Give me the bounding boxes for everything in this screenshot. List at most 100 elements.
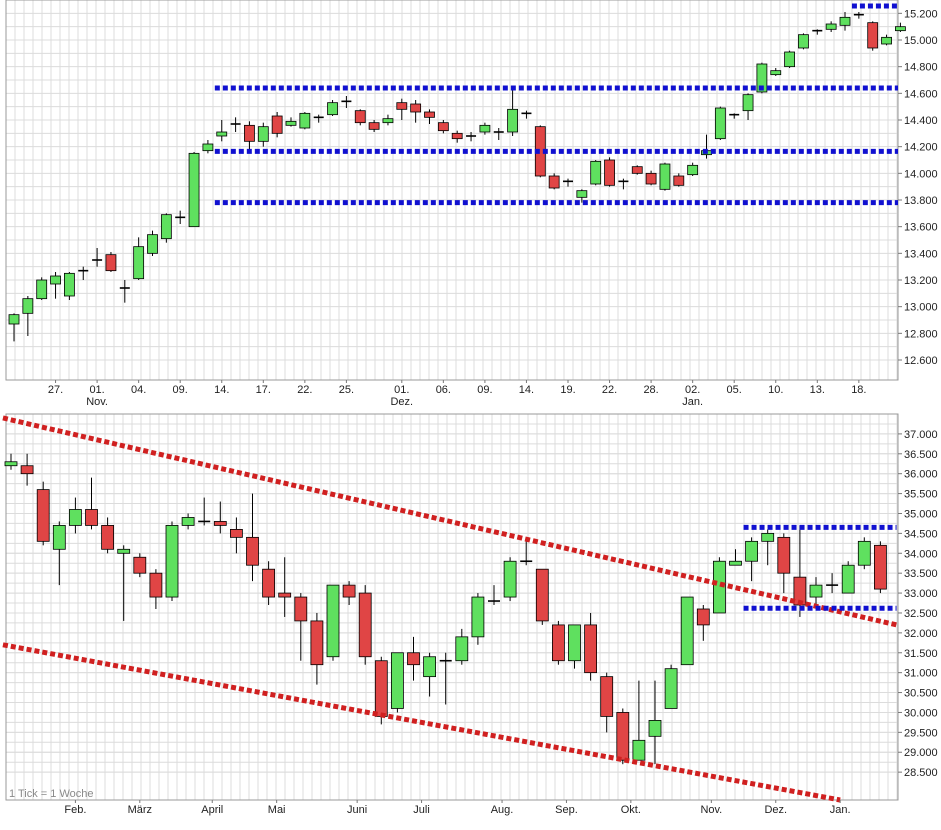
weekly-candle-body <box>294 596 308 622</box>
daily-candle <box>645 170 657 186</box>
daily-y-tick-label: 13.200 <box>904 275 938 287</box>
daily-candle <box>548 173 560 190</box>
daily-x-tick-label: 06. <box>436 384 451 396</box>
weekly-y-tick-label: 31.500 <box>904 648 938 660</box>
daily-candle-body <box>631 166 643 174</box>
weekly-candle <box>294 593 308 661</box>
weekly-candle-body <box>342 584 356 598</box>
daily-candle <box>368 120 380 132</box>
weekly-candle-body <box>229 529 243 538</box>
weekly-candle <box>36 481 50 546</box>
daily-candle <box>285 117 297 127</box>
daily-y-tick-label: 13.800 <box>904 195 938 207</box>
weekly-x-tick-label: Dez. <box>764 804 787 816</box>
daily-candle-body <box>257 126 269 142</box>
daily-candle-body <box>590 160 602 185</box>
daily-x-tick-label: 02. <box>685 384 700 396</box>
daily-candle <box>92 248 103 267</box>
daily-candle <box>631 165 643 175</box>
daily-candle <box>563 178 573 187</box>
weekly-candle <box>777 533 791 594</box>
daily-candle <box>479 122 491 135</box>
weekly-candle-body <box>455 636 469 662</box>
weekly-candle-body <box>213 521 227 526</box>
daily-candle <box>714 106 726 140</box>
daily-candle-body <box>756 63 768 93</box>
daily-x-tick-label: 22. <box>297 384 312 396</box>
daily-candle <box>604 157 615 187</box>
weekly-trend-channel-line <box>2 415 898 628</box>
weekly-candle-body <box>809 584 823 598</box>
weekly-x-tick-label: Okt. <box>621 804 641 816</box>
daily-month-label: Nov. <box>86 396 108 408</box>
daily-x-tick-label: 13. <box>810 384 825 396</box>
weekly-x-tick-label: Juli <box>413 804 430 816</box>
weekly-candle-body <box>713 560 726 614</box>
weekly-candle-body <box>874 544 887 590</box>
weekly-candle <box>326 584 340 661</box>
daily-candle-body <box>424 111 435 118</box>
daily-candle-body <box>147 234 158 254</box>
daily-candle <box>839 12 851 31</box>
daily-candle-body <box>216 131 228 137</box>
weekly-candle-body <box>761 532 775 542</box>
weekly-x-tick-label: Mai <box>268 804 286 816</box>
daily-candle-body <box>410 103 422 113</box>
daily-y-tick-label: 14.000 <box>904 168 938 180</box>
weekly-candle-body <box>632 739 646 761</box>
weekly-candle <box>278 557 292 617</box>
daily-x-tick-label: 25. <box>339 384 354 396</box>
daily-candle-body <box>285 120 297 126</box>
daily-candle-body <box>354 110 366 124</box>
daily-candle <box>798 33 809 50</box>
weekly-candle-body <box>471 596 485 638</box>
daily-candle-body <box>36 279 48 300</box>
daily-candle-body <box>368 122 380 130</box>
weekly-candle <box>600 672 614 733</box>
weekly-candle <box>552 620 565 665</box>
daily-candle <box>50 272 61 299</box>
weekly-candle <box>696 605 710 641</box>
daily-candle <box>133 237 145 280</box>
daily-candle-body <box>50 275 61 285</box>
weekly-candle-body <box>181 517 195 526</box>
weekly-candle <box>342 581 356 606</box>
weekly-candle-body <box>745 540 758 562</box>
weekly-candle <box>229 517 243 554</box>
daily-candle <box>299 112 311 130</box>
daily-candle-body <box>659 163 671 190</box>
daily-x-tick-label: 28. <box>643 384 658 396</box>
daily-support-lines <box>214 3 898 206</box>
weekly-candle <box>632 680 646 761</box>
daily-candle-body <box>548 175 560 189</box>
weekly-candle-body <box>584 624 597 674</box>
weekly-candle <box>857 537 871 570</box>
weekly-candle-body <box>278 592 292 598</box>
weekly-x-tick-label: Juni <box>347 804 367 816</box>
daily-candle <box>770 68 782 76</box>
weekly-candle <box>117 545 131 621</box>
weekly-x-axis: Feb. März April Mai Juni Juli Aug. Sep. Okt. Nov.… <box>64 800 851 816</box>
daily-y-tick-label: 14.400 <box>904 115 938 127</box>
weekly-candle <box>809 577 823 606</box>
daily-y-tick-label: 13.000 <box>904 302 938 314</box>
daily-x-tick-label: 27. <box>48 384 63 396</box>
daily-y-tick-label: 14.600 <box>904 88 938 100</box>
weekly-candle <box>471 593 485 645</box>
daily-candle <box>313 114 324 123</box>
weekly-x-tick-label: Aug. <box>491 804 514 816</box>
daily-candle-body <box>64 272 75 297</box>
daily-candle-body <box>22 298 34 314</box>
daily-candle <box>687 162 699 176</box>
weekly-candle <box>310 612 324 685</box>
daily-candle-body <box>784 51 795 68</box>
weekly-y-tick-label: 36.500 <box>904 449 938 461</box>
daily-chart: 12.600 12.800 13.000 13.200 13.400 13.600 13.8… <box>5 0 938 408</box>
weekly-candle <box>568 624 581 669</box>
daily-candle-body <box>825 23 837 30</box>
weekly-candle <box>761 529 775 566</box>
weekly-candle <box>874 541 887 594</box>
weekly-candle-body <box>101 525 114 550</box>
daily-candle <box>160 213 172 243</box>
